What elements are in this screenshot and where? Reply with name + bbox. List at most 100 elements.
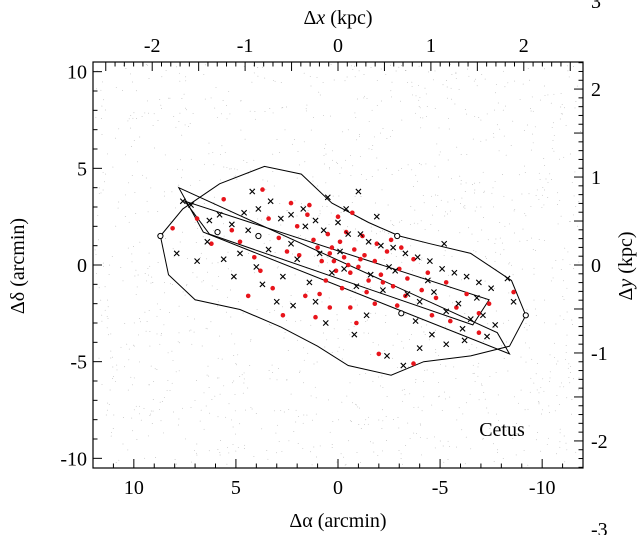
background-dot (486, 258, 487, 260)
black-point (384, 352, 390, 359)
background-dot (127, 389, 129, 391)
background-dot (392, 129, 394, 131)
red-point (333, 268, 339, 274)
right-tick-label: -2 (591, 431, 608, 453)
red-point (366, 278, 371, 283)
background-dot (368, 120, 370, 122)
background-dot (253, 159, 255, 161)
red-point (388, 237, 394, 243)
black-point (367, 271, 374, 278)
background-dot (365, 178, 367, 180)
background-dot (444, 250, 446, 252)
background-dot (325, 143, 327, 145)
background-dot (538, 239, 540, 240)
background-dot (190, 329, 192, 331)
background-dot (217, 301, 219, 303)
background-dot (451, 255, 453, 257)
background-dot (420, 220, 422, 222)
background-dot (272, 112, 274, 114)
background-dot (128, 118, 130, 120)
background-dot (374, 312, 376, 314)
black-point (463, 273, 470, 280)
background-dot (146, 321, 148, 322)
background-dot (559, 199, 561, 201)
background-dot (172, 248, 174, 250)
background-dot (100, 89, 102, 91)
background-dot (371, 149, 373, 151)
background-dot (524, 165, 525, 167)
background-dot (213, 229, 214, 231)
background-dot (451, 98, 453, 100)
background-dot (133, 377, 135, 379)
background-dot (569, 263, 571, 265)
black-point (430, 289, 437, 296)
black-point (357, 231, 364, 238)
background-dot (223, 385, 225, 387)
background-dot (228, 403, 230, 405)
background-dot (520, 428, 522, 430)
background-dot (294, 274, 296, 276)
background-dot (524, 172, 526, 174)
background-dot (290, 393, 292, 395)
background-dot (483, 192, 485, 194)
background-dot (288, 408, 290, 410)
background-dot (351, 202, 353, 203)
background-dot (426, 369, 428, 371)
background-dot (303, 72, 305, 74)
background-dot (460, 154, 462, 156)
background-dot (382, 409, 383, 411)
background-dot (473, 249, 475, 251)
background-dot (275, 432, 277, 434)
background-dot (133, 409, 135, 411)
background-dot (172, 283, 173, 285)
background-dot (371, 230, 373, 232)
background-dot (357, 259, 359, 261)
background-dot (415, 301, 417, 303)
background-dot (291, 143, 293, 145)
background-dot (223, 235, 225, 237)
background-dot (363, 332, 365, 334)
background-dot (446, 316, 448, 318)
background-dot (487, 239, 489, 241)
background-dot (530, 110, 532, 112)
background-dot (269, 378, 271, 380)
background-dot (208, 153, 210, 155)
red-point (288, 200, 294, 206)
background-dot (221, 358, 223, 360)
background-dot (237, 447, 239, 449)
background-dot (151, 276, 153, 278)
background-dot (567, 367, 569, 369)
background-dot (575, 205, 577, 207)
background-dot (315, 298, 317, 300)
background-dot (220, 153, 222, 155)
red-point (221, 197, 226, 202)
background-dot (390, 253, 392, 255)
bottom-tick-label: 10 (124, 477, 144, 499)
background-dot (244, 444, 246, 446)
background-dot (455, 378, 457, 380)
background-dot (156, 369, 158, 370)
background-dot (566, 311, 568, 313)
background-dot (536, 389, 538, 391)
background-dot (571, 413, 572, 415)
background-dot (169, 390, 171, 392)
background-dot (499, 128, 501, 130)
background-dot (398, 221, 400, 223)
background-dot (400, 458, 402, 460)
background-dot (160, 104, 162, 106)
background-dot (233, 355, 235, 356)
background-dot (513, 396, 515, 398)
background-dot (336, 319, 338, 321)
black-point (402, 250, 409, 257)
background-dot (352, 165, 354, 167)
background-dot (503, 195, 505, 197)
black-point (373, 213, 380, 220)
background-dot (494, 109, 495, 111)
background-dot (316, 76, 318, 78)
background-dot (466, 154, 468, 156)
background-dot (474, 182, 475, 184)
black-point (426, 258, 433, 265)
background-dot (164, 292, 166, 294)
background-dot (476, 206, 478, 208)
background-dot (473, 372, 475, 374)
